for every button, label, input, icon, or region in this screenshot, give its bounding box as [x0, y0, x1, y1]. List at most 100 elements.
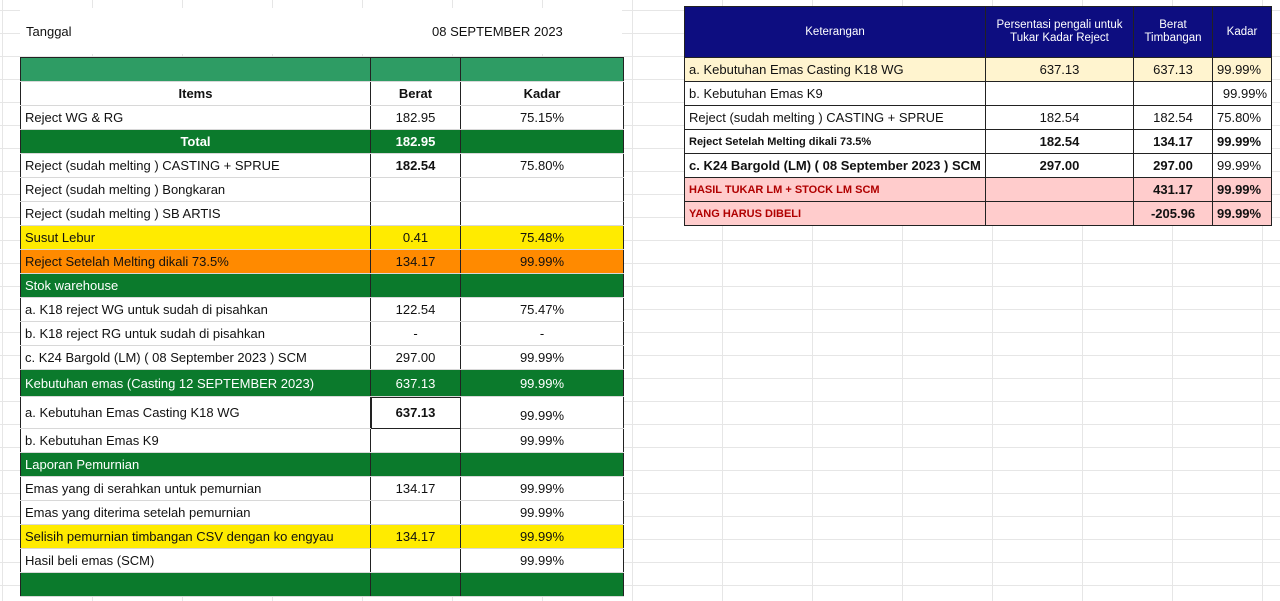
cell-item[interactable]: Emas yang diterima setelah pemurnian	[20, 500, 371, 525]
cell-berat[interactable]	[370, 452, 461, 477]
table-row[interactable]: a. K18 reject WG untuk sudah di pisahkan…	[20, 297, 624, 322]
cell-kadar[interactable]: 99.99%	[1212, 201, 1272, 226]
cell-berat[interactable]: 182.54	[1133, 105, 1213, 130]
cell-berat[interactable]: 431.17	[1133, 177, 1213, 202]
cell-berat[interactable]	[370, 548, 461, 573]
cell-ket[interactable]: YANG HARUS DIBELI	[684, 201, 986, 226]
cell-kadar[interactable]: 75.80%	[460, 153, 624, 178]
cell-item[interactable]: a. Kebutuhan Emas Casting K18 WG	[20, 396, 371, 429]
cell-berat[interactable]: 134.17	[370, 249, 461, 274]
cell-berat[interactable]: -205.96	[1133, 201, 1213, 226]
cell-berat-selected[interactable]: 637.13	[370, 396, 461, 429]
cell-kadar[interactable]	[460, 177, 624, 202]
cell-kadar[interactable]	[460, 452, 624, 477]
cell-persen[interactable]: 182.54	[985, 129, 1134, 154]
cell-kadar[interactable]: 99.99%	[460, 524, 624, 549]
cell-kadar[interactable]: 99.99%	[460, 500, 624, 525]
cell-kadar[interactable]	[460, 201, 624, 226]
cell-berat[interactable]	[370, 201, 461, 226]
cell-kadar[interactable]: 75.80%	[1212, 105, 1272, 130]
section-stok-warehouse[interactable]: Stok warehouse	[20, 273, 624, 298]
cell-kadar[interactable]: 99.99%	[460, 345, 624, 370]
cell-kadar[interactable]	[460, 129, 624, 154]
cell-ket[interactable]: Reject Setelah Melting dikali 73.5%	[684, 129, 986, 154]
cell-ket[interactable]: a. Kebutuhan Emas Casting K18 WG	[684, 57, 986, 82]
cell-berat[interactable]	[370, 428, 461, 453]
cell-berat[interactable]	[370, 500, 461, 525]
cell-berat[interactable]: 134.17	[1133, 129, 1213, 154]
cell-berat[interactable]: 182.95	[370, 129, 461, 154]
cell-item[interactable]: b. Kebutuhan Emas K9	[20, 428, 371, 453]
table-row-reject-melting[interactable]: Reject Setelah Melting dikali 73.5% 134.…	[20, 249, 624, 274]
cell-ket[interactable]: b. Kebutuhan Emas K9	[684, 81, 986, 106]
cell-item[interactable]: Selisih pemurnian timbangan CSV dengan k…	[20, 524, 371, 549]
table-row-hasil-tukar[interactable]: HASIL TUKAR LM + STOCK LM SCM 431.17 99.…	[684, 177, 1272, 202]
cell-berat[interactable]: 297.00	[370, 345, 461, 370]
cell-kadar[interactable]: 99.99%	[460, 249, 624, 274]
cell-item[interactable]: Laporan Pemurnian	[20, 452, 371, 477]
cell-persen[interactable]	[985, 81, 1134, 106]
cell-item[interactable]: Reject WG & RG	[20, 105, 371, 130]
cell-ket[interactable]: c. K24 Bargold (LM) ( 08 September 2023 …	[684, 153, 986, 178]
table-row[interactable]: Reject (sudah melting ) SB ARTIS	[20, 201, 624, 226]
cell-item[interactable]: Stok warehouse	[20, 273, 371, 298]
cell-persen[interactable]: 182.54	[985, 105, 1134, 130]
table-row[interactable]: Emas yang diterima setelah pemurnian 99.…	[20, 500, 624, 525]
cell-persen[interactable]: 297.00	[985, 153, 1134, 178]
cell-item[interactable]: Reject (sudah melting ) Bongkaran	[20, 177, 371, 202]
cell-ket[interactable]: Reject (sudah melting ) CASTING + SPRUE	[684, 105, 986, 130]
cell-kadar[interactable]: 99.99%	[1212, 129, 1272, 154]
cell-berat[interactable]: 0.41	[370, 225, 461, 250]
cell-item[interactable]: Kebutuhan emas (Casting 12 SEPTEMBER 202…	[20, 369, 371, 397]
cell-berat[interactable]	[370, 273, 461, 298]
cell-item[interactable]: Susut Lebur	[20, 225, 371, 250]
table-row[interactable]: Reject (sudah melting ) Bongkaran	[20, 177, 624, 202]
cell-kadar[interactable]: 99.99%	[460, 428, 624, 453]
cell-kadar[interactable]: 99.99%	[1212, 177, 1272, 202]
cell-berat[interactable]: 122.54	[370, 297, 461, 322]
cell-kadar[interactable]	[460, 273, 624, 298]
cell-item[interactable]: Hasil beli emas (SCM)	[20, 548, 371, 573]
table-row[interactable]: Reject WG & RG 182.95 75.15%	[20, 105, 624, 130]
table-row-selisih[interactable]: Selisih pemurnian timbangan CSV dengan k…	[20, 524, 624, 549]
table-row[interactable]: c. K24 Bargold (LM) ( 08 September 2023 …	[684, 153, 1272, 178]
cell-item[interactable]: Reject Setelah Melting dikali 73.5%	[20, 249, 371, 274]
cell-kadar[interactable]: 99.99%	[460, 548, 624, 573]
table-row[interactable]: Hasil beli emas (SCM) 99.99%	[20, 548, 624, 573]
cell-item[interactable]: Emas yang di serahkan untuk pemurnian	[20, 476, 371, 501]
table-row[interactable]: Emas yang di serahkan untuk pemurnian 13…	[20, 476, 624, 501]
cell-persen[interactable]: 637.13	[985, 57, 1134, 82]
table-row[interactable]: Reject (sudah melting ) CASTING + SPRUE …	[684, 105, 1272, 130]
table-row[interactable]: b. Kebutuhan Emas K9 99.99%	[20, 428, 624, 453]
cell-kadar[interactable]: 99.99%	[1212, 153, 1272, 178]
cell-item[interactable]: Total	[20, 129, 371, 154]
cell-item[interactable]: a. K18 reject WG untuk sudah di pisahkan	[20, 297, 371, 322]
cell-kadar[interactable]: 75.15%	[460, 105, 624, 130]
cell-berat[interactable]: 134.17	[370, 476, 461, 501]
table-row-susut[interactable]: Susut Lebur 0.41 75.48%	[20, 225, 624, 250]
table-row[interactable]: a. Kebutuhan Emas Casting K18 WG 637.13 …	[20, 396, 624, 429]
cell-berat[interactable]: 134.17	[370, 524, 461, 549]
cell-item[interactable]: Reject (sudah melting ) CASTING + SPRUE	[20, 153, 371, 178]
table-row[interactable]: b. Kebutuhan Emas K9 99.99%	[684, 81, 1272, 106]
cell-item[interactable]: Reject (sudah melting ) SB ARTIS	[20, 201, 371, 226]
cell-kadar[interactable]: 99.99%	[1212, 81, 1272, 106]
cell-kadar[interactable]: 99.99%	[460, 476, 624, 501]
cell-persen[interactable]	[985, 201, 1134, 226]
table-row[interactable]: a. Kebutuhan Emas Casting K18 WG 637.13 …	[684, 57, 1272, 82]
cell-item[interactable]: c. K24 Bargold (LM) ( 08 September 2023 …	[20, 345, 371, 370]
cell-ket[interactable]: HASIL TUKAR LM + STOCK LM SCM	[684, 177, 986, 202]
cell-kadar[interactable]: 75.48%	[460, 225, 624, 250]
cell-persen[interactable]	[985, 177, 1134, 202]
cell-kadar[interactable]: -	[460, 321, 624, 346]
section-kebutuhan-emas[interactable]: Kebutuhan emas (Casting 12 SEPTEMBER 202…	[20, 369, 624, 397]
total-row[interactable]: Total 182.95	[20, 129, 624, 154]
cell-kadar[interactable]: 99.99%	[1212, 57, 1272, 82]
table-row[interactable]: Reject (sudah melting ) CASTING + SPRUE …	[20, 153, 624, 178]
cell-berat[interactable]	[1133, 81, 1213, 106]
cell-berat[interactable]: 182.54	[370, 153, 461, 178]
cell-berat[interactable]: 637.13	[370, 369, 461, 397]
cell-berat[interactable]: -	[370, 321, 461, 346]
table-row[interactable]: c. K24 Bargold (LM) ( 08 September 2023 …	[20, 345, 624, 370]
cell-berat[interactable]: 297.00	[1133, 153, 1213, 178]
